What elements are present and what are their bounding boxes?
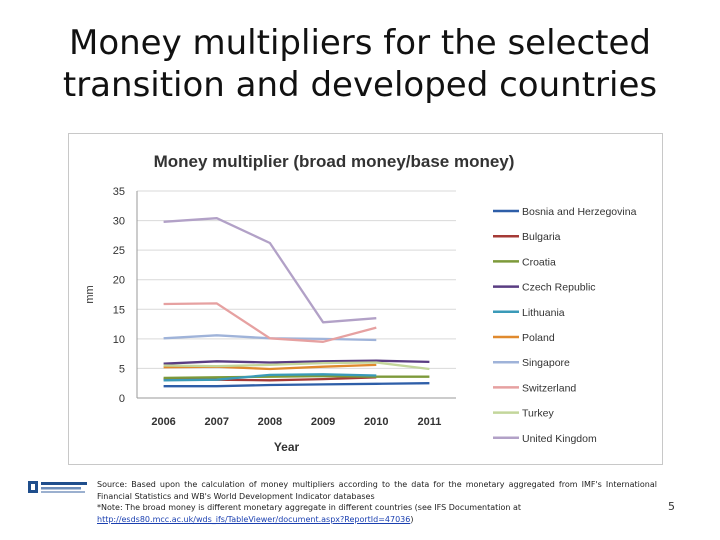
legend-label: United Kingdom xyxy=(522,433,597,445)
money-multiplier-chart: Money multiplier (broad money/base money… xyxy=(84,152,637,454)
ifs-documentation-link[interactable]: http://esds80.mcc.ac.uk/wds_ifs/TableVie… xyxy=(97,514,411,524)
y-tick-label: 30 xyxy=(113,216,125,228)
chart-container: Money multiplier (broad money/base money… xyxy=(68,133,663,465)
y-tick-label: 0 xyxy=(119,393,125,405)
y-tick-label: 20 xyxy=(113,275,125,287)
series-line xyxy=(163,359,430,365)
slide-title-line1: Money multipliers for the selected xyxy=(68,23,651,63)
x-tick-label: 2007 xyxy=(205,416,229,428)
y-tick-label: 35 xyxy=(113,186,125,198)
x-tick-label: 2009 xyxy=(311,416,335,428)
legend-label: Singapore xyxy=(522,357,570,369)
legend-label: Bulgaria xyxy=(522,231,561,243)
series-line xyxy=(163,361,430,371)
institution-logo xyxy=(28,481,87,493)
source-note: Source: Based upon the calculation of mo… xyxy=(97,479,657,525)
y-tick-label: 25 xyxy=(113,245,125,257)
series-line xyxy=(163,217,377,324)
y-tick-label: 10 xyxy=(113,334,125,346)
legend-label: Czech Republic xyxy=(522,282,596,294)
x-tick-label: 2008 xyxy=(258,416,282,428)
x-tick-label: 2011 xyxy=(417,416,441,428)
series-line xyxy=(163,302,377,343)
slide-title-line2: transition and developed countries xyxy=(62,65,658,105)
legend-label: Bosnia and Herzegovina xyxy=(522,206,637,218)
legend-label: Croatia xyxy=(522,256,556,268)
page-number: 5 xyxy=(668,500,675,513)
x-axis-label: Year xyxy=(274,440,300,454)
slide-title: Money multipliers for the selected trans… xyxy=(40,22,680,106)
series-line xyxy=(163,374,430,380)
y-axis-label: mm xyxy=(84,285,96,303)
series-line xyxy=(163,382,430,388)
note-link-suffix: ) xyxy=(410,514,414,524)
legend-label: Switzerland xyxy=(522,382,576,394)
x-tick-label: 2006 xyxy=(151,416,175,428)
x-tick-label: 2010 xyxy=(364,416,388,428)
legend-label: Poland xyxy=(522,332,555,344)
series-line xyxy=(163,373,377,382)
legend-label: Turkey xyxy=(522,408,554,420)
note-text-body: *Note: The broad money is different mone… xyxy=(97,503,522,512)
chart-title: Money multiplier (broad money/base money… xyxy=(154,152,515,171)
y-tick-label: 15 xyxy=(113,304,125,316)
source-text: Source: Based upon the calculation of mo… xyxy=(97,480,657,501)
note-text: *Note: The broad money is different mone… xyxy=(97,502,657,525)
y-tick-label: 5 xyxy=(119,363,125,375)
legend-label: Lithuania xyxy=(522,307,565,319)
